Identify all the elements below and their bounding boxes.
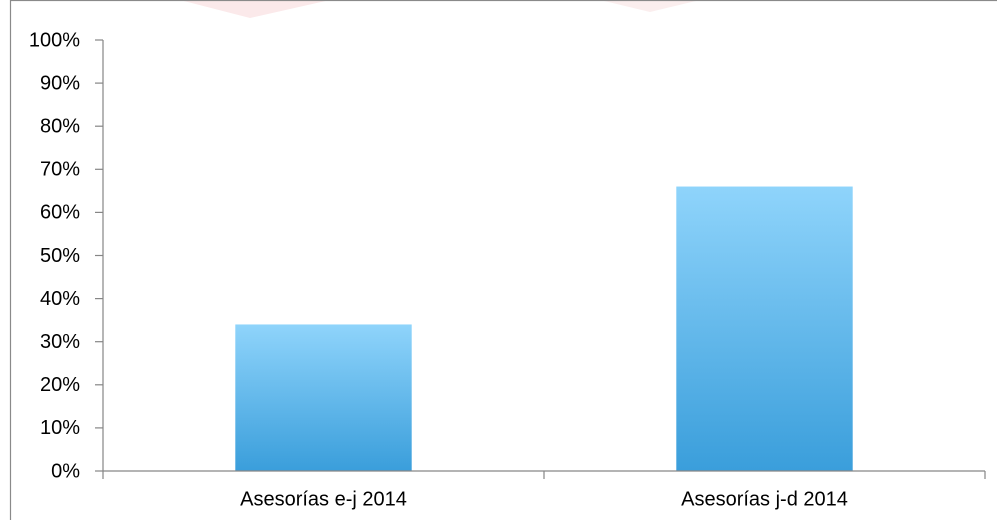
- y-tick-label: 60%: [40, 202, 80, 224]
- y-tick-label: 100%: [29, 29, 80, 51]
- y-tick-label: 10%: [40, 417, 80, 439]
- decoration: [180, 0, 330, 18]
- y-tick-label: 80%: [40, 115, 80, 137]
- decoration: [600, 0, 700, 12]
- y-tick-label: 20%: [40, 374, 80, 396]
- y-tick-label: 90%: [40, 72, 80, 94]
- y-tick-label: 40%: [40, 288, 80, 310]
- bar: [676, 186, 853, 472]
- y-tick-label: 30%: [40, 331, 80, 353]
- y-tick-label: 0%: [51, 460, 80, 482]
- y-tick-label: 50%: [40, 245, 80, 267]
- y-tick-label: 70%: [40, 159, 80, 181]
- chart-border: [9, 0, 997, 520]
- bar: [235, 324, 412, 471]
- x-tick-label: Asesorías e-j 2014: [240, 488, 407, 510]
- x-tick-label: Asesorías j-d 2014: [681, 488, 848, 510]
